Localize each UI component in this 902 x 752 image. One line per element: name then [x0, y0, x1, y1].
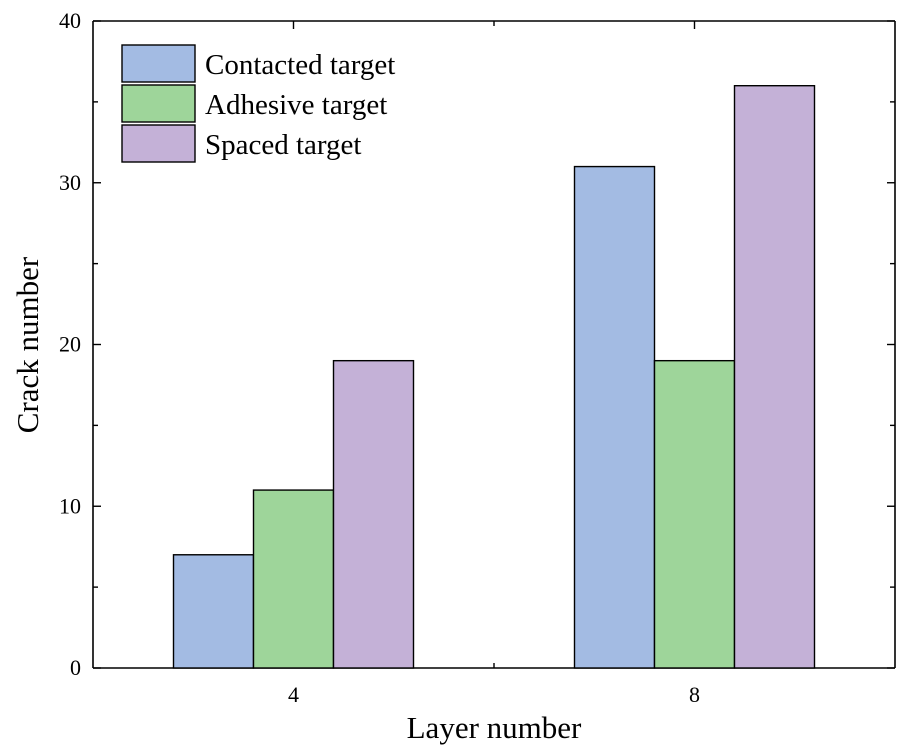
x-axis-title: Layer number — [407, 710, 582, 745]
bar-spaced-target-8 — [733, 84, 816, 669]
bar-adhesive-target-4 — [252, 489, 335, 669]
y-axis-title: Crack number — [10, 256, 45, 433]
y-tick-label: 20 — [59, 332, 81, 357]
x-tick-label: 8 — [689, 682, 700, 707]
bar-adhesive-target-8 — [653, 359, 736, 669]
bar-spaced-target-4 — [332, 359, 415, 669]
y-tick-label: 30 — [59, 170, 81, 195]
legend-swatch-adhesive-target — [121, 84, 196, 123]
y-tick-label: 0 — [70, 655, 81, 680]
legend-label: Adhesive target — [205, 89, 387, 121]
legend-swatch-spaced-target — [121, 124, 196, 163]
legend-label: Spaced target — [205, 129, 361, 161]
legend-swatch-contacted-target — [121, 44, 196, 83]
legend-label: Contacted target — [205, 49, 395, 81]
y-tick-label: 10 — [59, 493, 81, 518]
legend: Contacted target Adhesive target Spaced ta… — [121, 44, 395, 163]
bars — [172, 84, 816, 669]
plot-area: 0 10 20 30 40 4 8 — [59, 8, 896, 707]
x-tick-label: 4 — [288, 682, 299, 707]
bar-contacted-target-4 — [172, 554, 255, 669]
y-tick-label: 40 — [59, 8, 81, 33]
bar-contacted-target-8 — [573, 165, 656, 669]
y-ticks: 0 10 20 30 40 — [59, 8, 895, 680]
